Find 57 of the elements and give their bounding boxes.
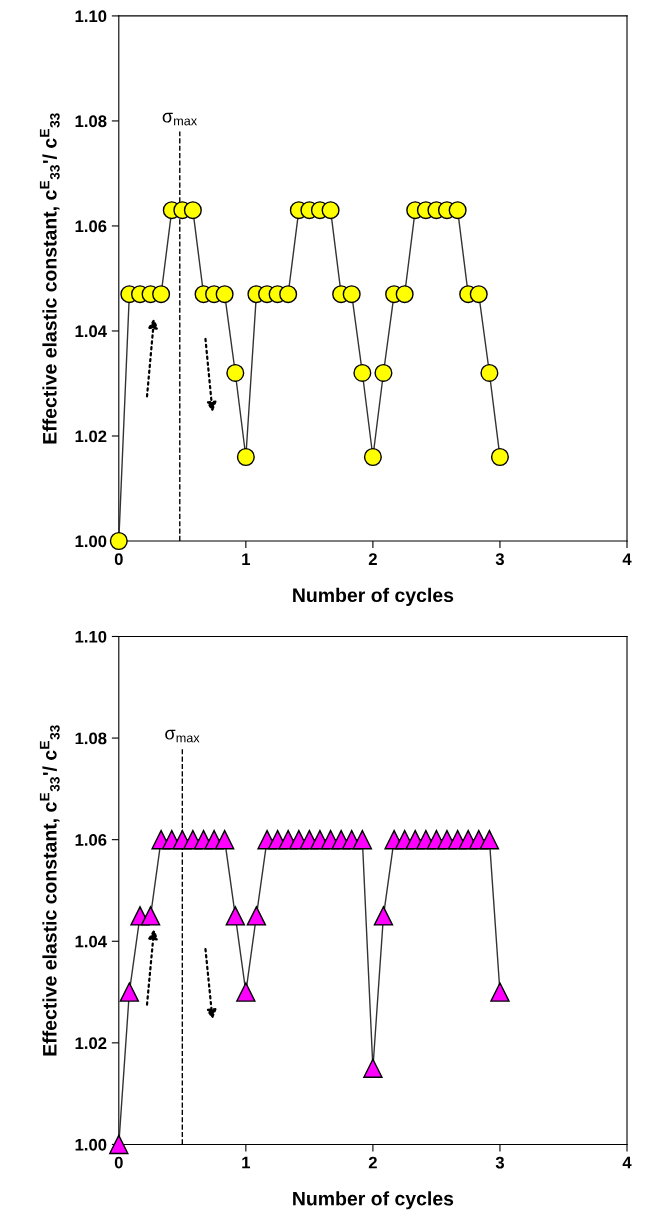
point (395, 285, 414, 304)
y-tick-label: 1.00 (75, 535, 107, 548)
y-tick-label: 1.00 (75, 1138, 107, 1151)
x-tick-label: 3 (495, 1156, 504, 1169)
point (279, 285, 298, 304)
y-tick-label: 1.08 (75, 732, 107, 745)
y-tick-label: 1.04 (75, 935, 107, 948)
point (214, 829, 235, 850)
y-axis-title: Effective elastic constant, c$^{E}$$_{33}$'/ c$^{E}$$_{33}$ (39, 113, 60, 444)
y-axis-title: Effective elastic constant, c$^{E}$$_{33}$'/ c$^{E}$$_{33}$ (39, 725, 60, 1056)
point (226, 363, 245, 383)
point (152, 285, 171, 304)
x-tick-label: 0 (114, 1156, 123, 1169)
x-tick-label: 0 (114, 553, 123, 566)
point (480, 363, 499, 383)
ref-line-label: σ$_{max}$ (165, 729, 200, 743)
point (119, 982, 140, 1002)
y-tick-label: 1.04 (75, 325, 107, 338)
point (352, 829, 373, 850)
point (109, 1134, 129, 1155)
x-tick-label: 1 (242, 553, 251, 565)
point (215, 285, 234, 304)
point (448, 201, 467, 220)
ref-line-label: σ$_{max}$ (162, 112, 197, 126)
point (321, 201, 340, 220)
point (363, 447, 382, 467)
point (140, 906, 161, 926)
y-tick-label: 1.06 (75, 834, 107, 846)
x-tick-label: 2 (368, 553, 377, 565)
point (246, 906, 267, 926)
x-tick-label: 2 (368, 1156, 377, 1169)
point (479, 829, 500, 850)
point (363, 1058, 383, 1078)
y-tick-label: 1.02 (75, 430, 107, 443)
point (374, 363, 393, 383)
x-tick-label: 4 (622, 553, 632, 565)
point (490, 982, 510, 1002)
point (236, 447, 255, 467)
x-tick-label: 3 (495, 553, 504, 566)
point (490, 447, 509, 467)
point (353, 363, 372, 383)
y-tick-label: 1.06 (75, 220, 107, 233)
point (469, 285, 488, 304)
x-tick-label: 1 (242, 1156, 251, 1169)
point (109, 531, 128, 551)
point (236, 982, 256, 1002)
point (225, 906, 246, 926)
point (373, 906, 394, 926)
point (342, 285, 361, 304)
y-tick-label: 1.08 (75, 115, 107, 128)
point (183, 201, 202, 220)
y-tick-label: 1.02 (75, 1037, 107, 1050)
x-tick-label: 4 (622, 1156, 632, 1169)
x-axis-title: Number of cycles (293, 587, 454, 606)
y-tick-label: 1.10 (75, 630, 107, 643)
x-axis-title: Number of cycles (293, 1191, 454, 1210)
y-tick-label: 1.10 (75, 10, 107, 23)
